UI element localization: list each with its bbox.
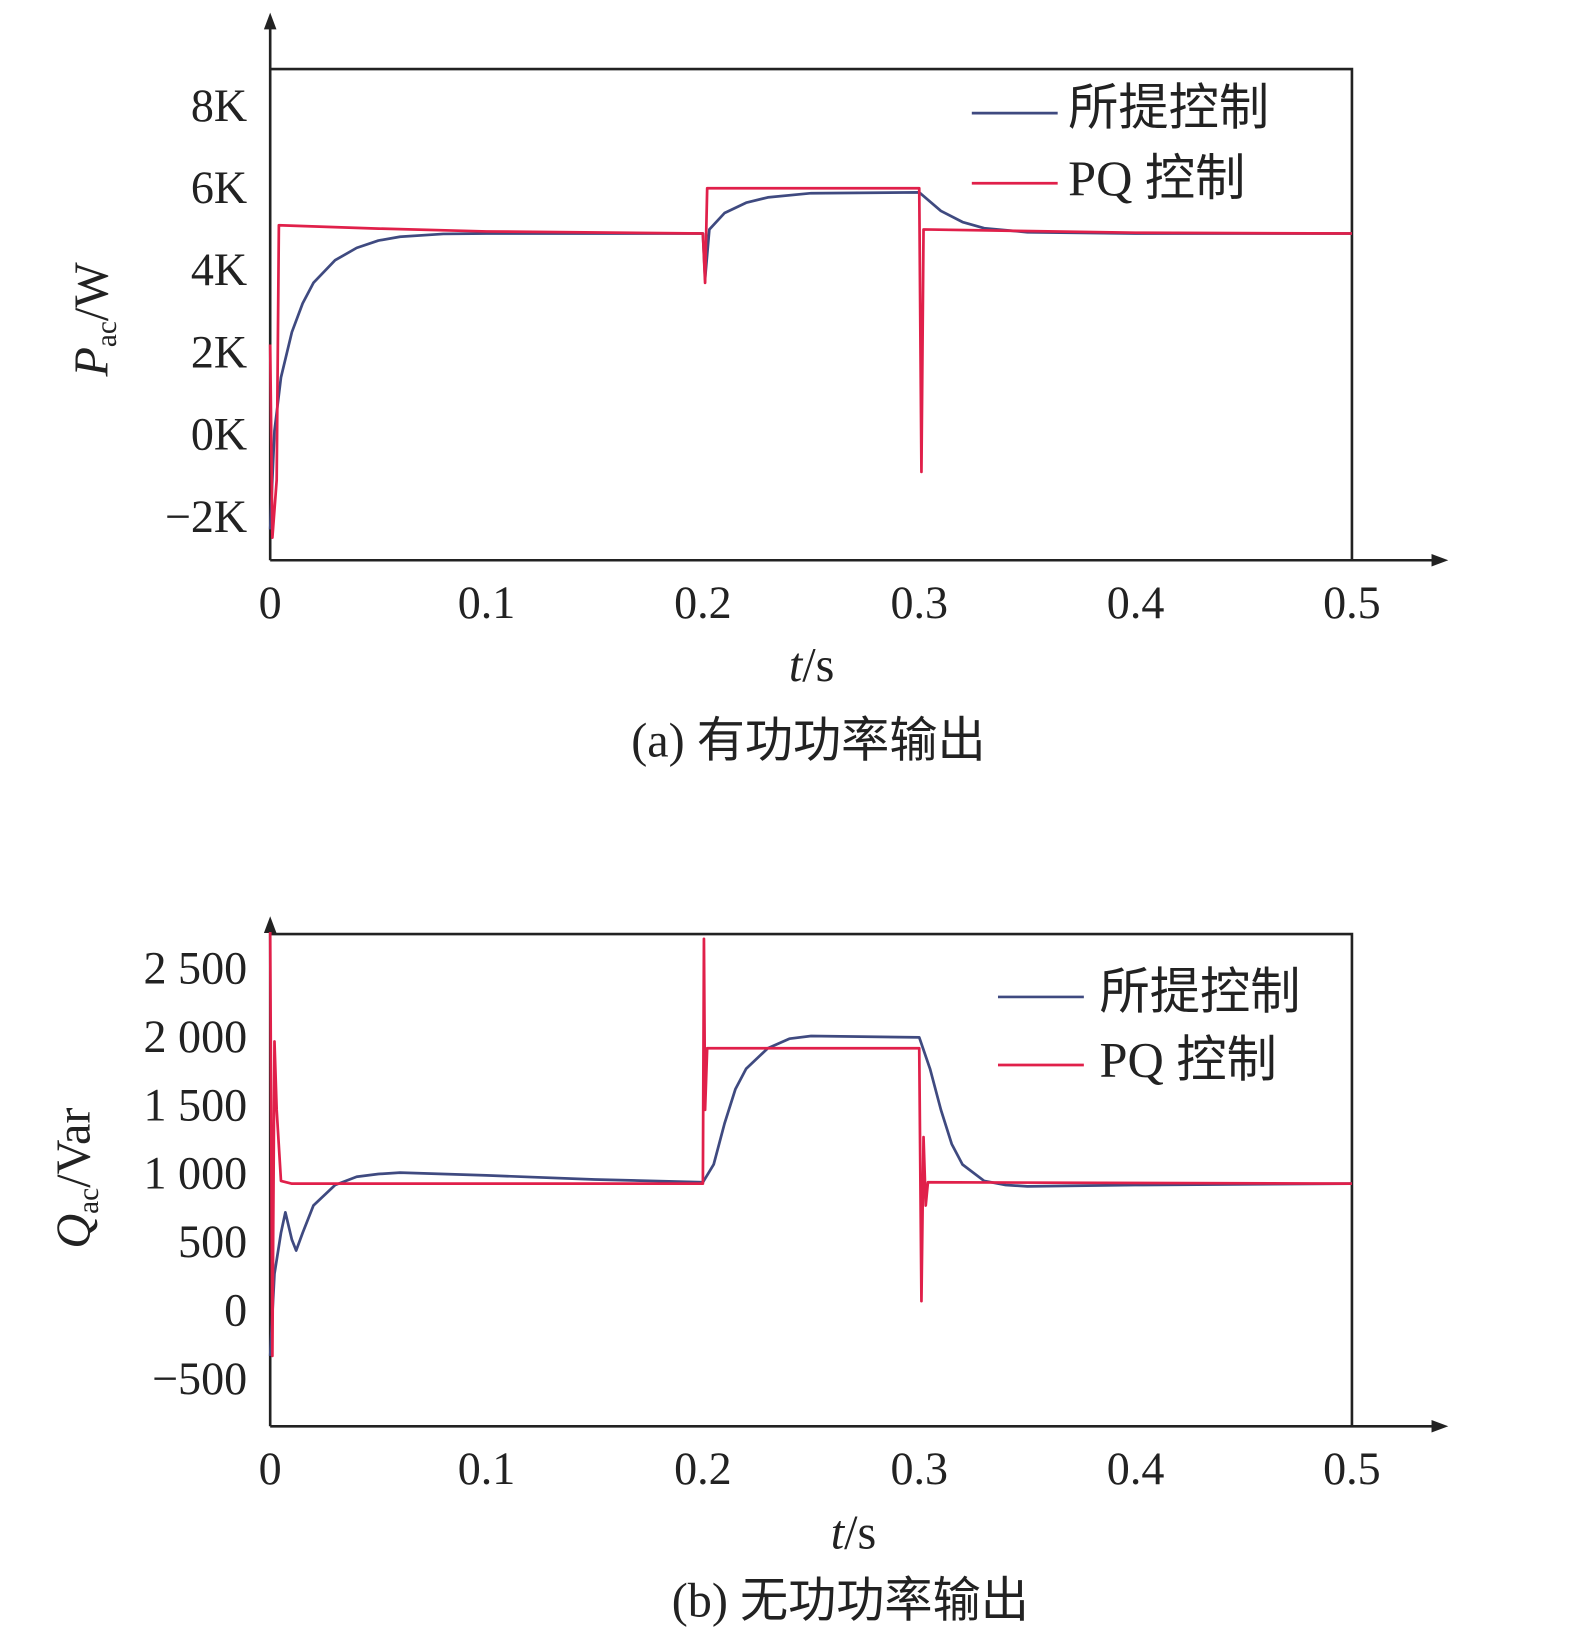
x-axis-label-unit: /s [844,1506,876,1559]
y-axis-label-var: P [65,347,118,377]
arrow [1431,553,1449,567]
legend-label: PQ 控制 [1100,1032,1277,1088]
y-tick-label: 0 [224,1284,247,1335]
caption: (a) 有功功率输出 [631,715,985,768]
x-tick-label: 0.2 [674,577,732,628]
x-tick-label: 0.3 [890,577,948,628]
y-axis-label: Qac/Var [48,1108,105,1249]
series-line [268,191,1352,530]
plot-frame [270,67,1354,561]
x-tick-label: 0 [259,1443,282,1494]
arrow [263,12,277,30]
legend-label: PQ 控制 [1068,150,1245,206]
legend-label: 所提控制 [1068,80,1269,136]
x-axis-label: t/s [789,639,835,692]
caption: (b) 无功功率输出 [672,1574,1029,1627]
y-tick-label: 0K [191,409,247,460]
x-tick-label: 0.3 [890,1443,948,1494]
y-tick-label: 2 500 [144,943,248,994]
y-tick-label: 2 000 [144,1011,248,1062]
y-axis-label-sub: ac [73,1188,105,1214]
y-tick-label: 6K [191,162,247,213]
x-tick-label: 0.4 [1107,577,1165,628]
series-line [268,186,1352,539]
x-axis-label-var: t [831,1506,846,1559]
series-line [268,931,1352,1358]
y-tick-label: 1 500 [144,1079,248,1130]
y-tick-label: −500 [152,1353,247,1404]
x-tick-label: 0.4 [1107,1443,1165,1494]
legend-label: 所提控制 [1100,963,1301,1019]
y-tick-label: 2K [191,326,247,377]
x-tick-label: 0 [259,577,282,628]
arrow [263,916,277,934]
x-tick-label: 0.1 [458,577,516,628]
y-axis-label-unit: /Var [48,1108,101,1188]
y-tick-label: −2K [165,491,247,542]
y-axis-label-unit: /W [65,262,118,321]
x-tick-label: 0.5 [1323,1443,1381,1494]
x-tick-label: 0.2 [674,1443,732,1494]
arrow [1431,1419,1449,1433]
x-tick-label: 0.5 [1323,577,1381,628]
x-axis-label: t/s [831,1506,877,1559]
y-axis-label-var: Q [48,1214,101,1249]
y-tick-label: 500 [178,1216,247,1267]
y-axis-label-sub: ac [91,321,123,347]
x-axis-label-var: t [789,639,804,692]
y-tick-label: 1 000 [144,1148,248,1199]
series-line [268,1034,1352,1356]
x-axis-label-unit: /s [802,639,834,692]
y-tick-label: 8K [191,80,247,131]
plot-frame [270,932,1354,1427]
y-tick-label: 4K [191,244,247,295]
x-tick-label: 0.1 [458,1443,516,1494]
y-axis-label: Pac/W [65,262,122,378]
